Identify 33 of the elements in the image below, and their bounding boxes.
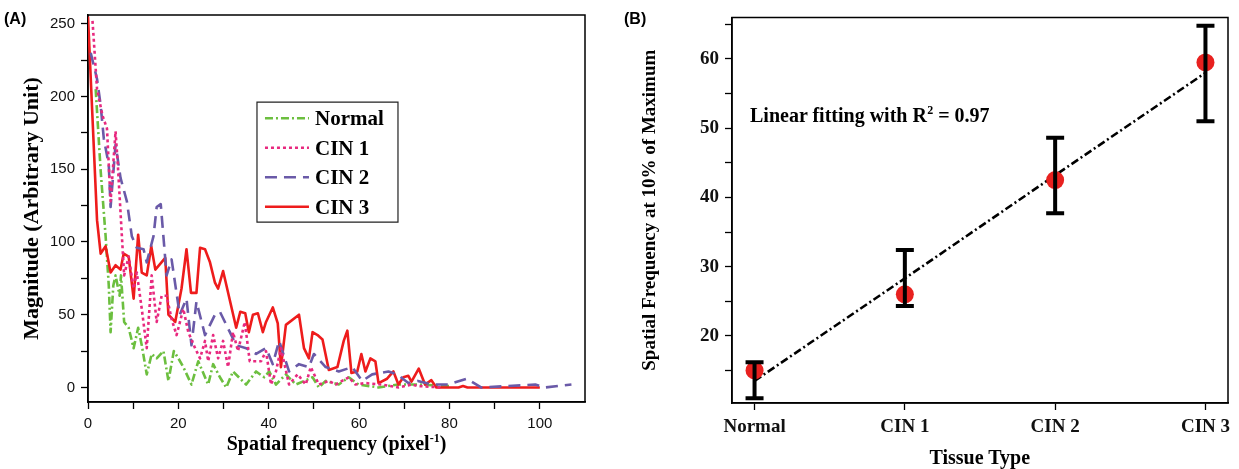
y-tick-label: 250 [49,13,75,31]
x-tick-label: 80 [441,414,458,432]
legend-label: CIN 2 [314,165,370,190]
y-tick-label: 50 [700,116,719,138]
line-series [94,87,451,389]
y-tick-label: 150 [49,159,75,177]
y-tick-label: 60 [700,46,719,68]
y-tick-label: 0 [66,377,75,395]
x-tick-label: CIN 1 [880,415,930,437]
line-series [91,19,442,389]
chart-title: (A) [4,10,27,27]
y-tick-label: 30 [700,254,719,276]
x-tick-label: 100 [527,414,553,432]
chart-title: (B) [624,10,647,27]
y-axis-title: Magnitude (Arbitrary Unit) [18,77,43,340]
x-tick-label: 20 [170,414,187,432]
x-tick-label: CIN 3 [1180,415,1230,437]
legend-label: CIN 3 [314,194,370,219]
y-tick-label: 100 [49,232,75,250]
y-axis-title: Spatial Frequency at 10% of Maximum [638,49,659,371]
y-tick-label: 50 [58,304,75,322]
y-tick-label: 200 [49,86,75,104]
x-tick-label: 40 [260,414,278,432]
x-tick-label: Normal [723,415,786,437]
x-tick-label: 0 [83,414,93,432]
x-tick-label: CIN 2 [1030,415,1080,437]
y-tick-label: 40 [700,185,719,207]
y-tick-label: 20 [700,323,719,345]
legend-label: CIN 1 [314,135,370,160]
x-axis-title: Tissue Type [929,446,1031,469]
line-series [89,51,573,389]
x-tick-label: 60 [350,414,368,432]
legend-label: Normal [314,106,384,131]
